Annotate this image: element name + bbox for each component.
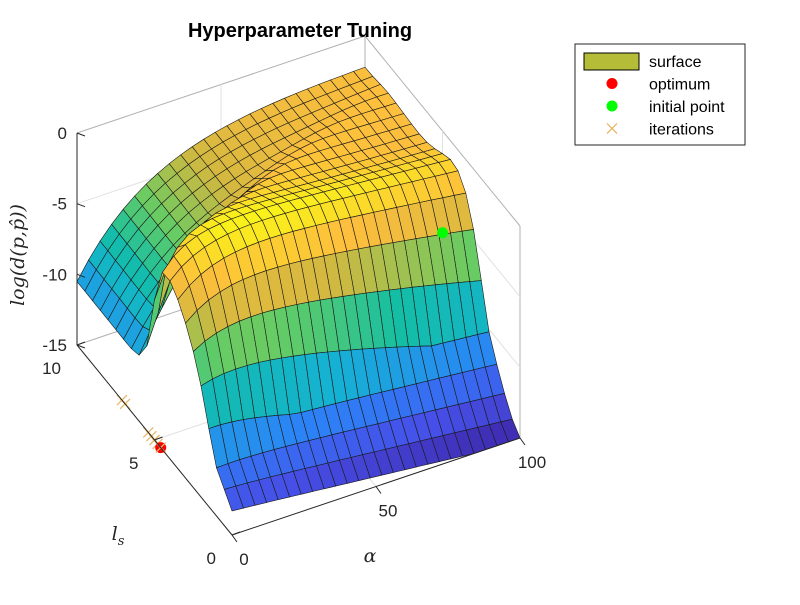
initial-point-marker <box>437 227 448 239</box>
legend-label: iterations <box>649 122 714 139</box>
x-tick-mark <box>519 437 526 446</box>
x-tick-label: 50 <box>379 502 398 521</box>
y-tick-mark <box>154 436 163 441</box>
z-tick-label: -15 <box>42 336 67 355</box>
legend: surface optimum initial point iterations <box>574 43 746 146</box>
y-tick-mark <box>231 531 241 536</box>
z-tick-label: -5 <box>52 195 67 214</box>
legend-label: surface <box>649 54 702 71</box>
z-tick-mark <box>76 203 86 208</box>
y-tick-label: 5 <box>129 454 138 473</box>
legend-item-initial-point: initial point <box>606 99 725 116</box>
z-tick-mark <box>76 273 86 278</box>
legend-item-surface: surface <box>583 52 702 71</box>
legend-marker <box>606 78 618 89</box>
x-tick-mark <box>375 486 382 494</box>
surface-plot <box>76 66 521 512</box>
x-tick-mark <box>231 534 238 543</box>
legend-item-optimum: optimum <box>606 77 710 94</box>
legend-label: initial point <box>649 99 725 116</box>
surface-patch <box>223 485 244 512</box>
z-tick-mark <box>76 344 86 349</box>
y-tick-label: 10 <box>42 359 61 378</box>
legend-label: optimum <box>649 77 710 94</box>
z-axis-label: log(d(p,p̂)) <box>7 204 29 306</box>
z-tick-mark <box>76 132 86 137</box>
legend-swatch <box>583 52 640 71</box>
z-tick-label: -10 <box>42 265 67 284</box>
legend-item-iterations: iterations <box>606 122 714 139</box>
legend-marker <box>606 100 618 112</box>
legend-marker <box>606 123 618 134</box>
z-tick-label: 0 <box>58 124 67 143</box>
x-tick-label: 0 <box>239 550 248 569</box>
chart-title: Hyperparameter Tuning <box>188 20 412 42</box>
z-axis-label-text: log(d(p,p̂)) <box>7 204 29 306</box>
y-axis-label: ls <box>112 523 125 549</box>
y-tick-mark <box>76 341 86 346</box>
x-tick-label: 100 <box>518 453 546 472</box>
y-tick-label: 0 <box>207 549 216 568</box>
x-axis-label: α <box>364 545 377 567</box>
